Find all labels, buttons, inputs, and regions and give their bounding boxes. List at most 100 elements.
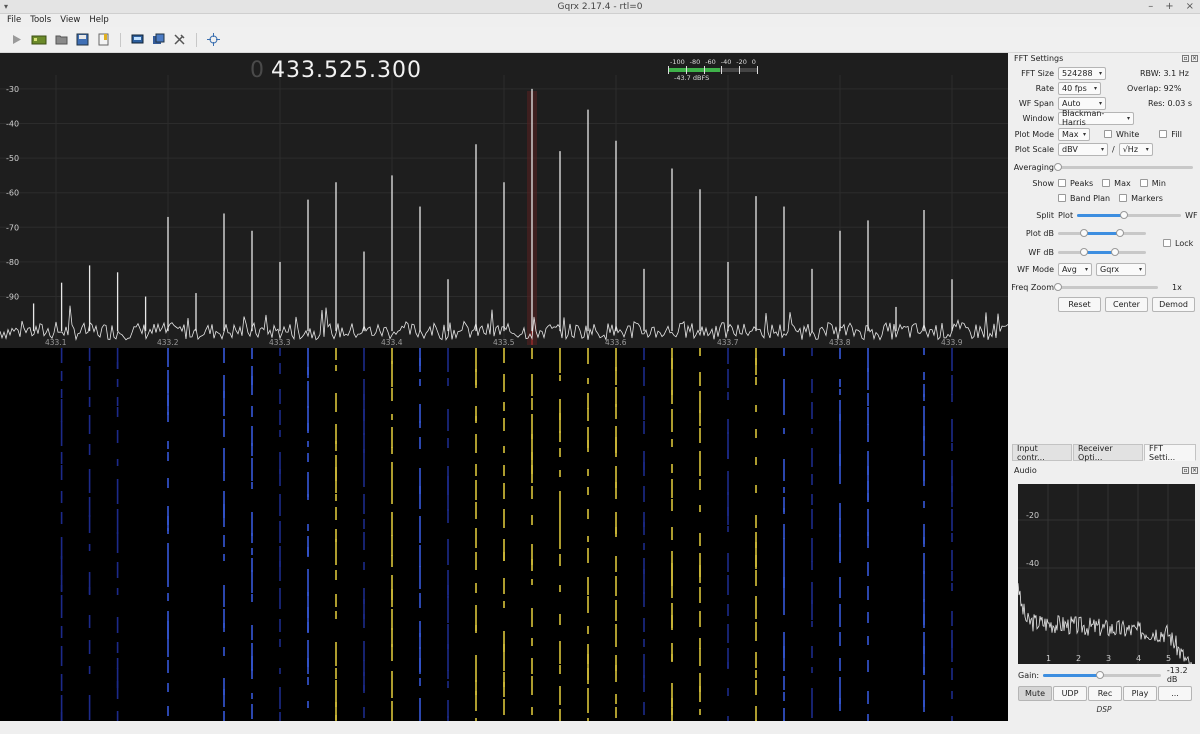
frequency-readout[interactable]: 0 433.525.300 <box>250 58 422 83</box>
gain-value: -13.2 dB <box>1166 666 1188 684</box>
bookmark-icon[interactable] <box>97 33 110 46</box>
waterfall-trace <box>559 686 561 705</box>
waterfall-trace <box>279 521 281 543</box>
dock-float-icon[interactable]: ▫ <box>1182 467 1189 474</box>
min-checkbox[interactable]: Min <box>1139 179 1166 188</box>
waterfall-trace <box>643 618 645 632</box>
waterfall-trace <box>307 348 309 375</box>
waterfall-trace <box>951 611 953 626</box>
y-tick-label: -70 <box>6 223 19 232</box>
plot-scale-select[interactable]: dBV ▾ <box>1058 142 1108 156</box>
x-tick-label: 433.3 <box>269 338 291 347</box>
menu-tools[interactable]: Tools <box>30 15 52 25</box>
waterfall-trace <box>251 482 253 489</box>
waterfall-trace <box>951 476 953 492</box>
waterfall-trace <box>307 472 309 497</box>
peaks-checkbox[interactable]: Peaks <box>1058 179 1093 188</box>
waterfall-trace <box>88 366 91 390</box>
split-slider[interactable] <box>1077 210 1182 220</box>
demod-button[interactable]: Demod <box>1152 296 1195 312</box>
waterfall-trace <box>88 587 91 594</box>
waterfall-trace <box>839 677 841 704</box>
tab-fft-settings[interactable]: FFT Setti... <box>1144 444 1196 462</box>
waterfall-trace <box>951 509 953 531</box>
waterfall-trace <box>251 693 253 699</box>
waterfall[interactable] <box>0 348 1008 721</box>
white-checkbox[interactable]: White <box>1104 130 1139 139</box>
plot-db-slider[interactable] <box>1058 228 1146 238</box>
rate-select[interactable]: 40 fps ▾ <box>1058 81 1101 95</box>
window-select[interactable]: Blackman-Harris ▾ <box>1058 109 1134 127</box>
device-icon[interactable] <box>31 33 47 46</box>
waterfall-trace <box>811 379 813 393</box>
waterfall-trace <box>60 399 63 422</box>
band-plan-checkbox[interactable]: Band Plan <box>1058 194 1110 203</box>
waterfall-trace <box>839 400 841 421</box>
waterfall-trace <box>615 665 617 671</box>
waterfall-trace <box>811 474 813 485</box>
dock-float-icon[interactable]: ▫ <box>1182 55 1189 62</box>
wf-mode-select[interactable]: Avg ▾ <box>1058 262 1092 276</box>
minimize-button[interactable]: – <box>1148 1 1154 12</box>
frequency-value[interactable]: 433.525.300 <box>271 58 422 83</box>
dock-close-icon[interactable]: × <box>1191 55 1198 62</box>
fill-checkbox[interactable]: Fill <box>1159 130 1182 139</box>
max-checkbox[interactable]: Max <box>1102 179 1131 188</box>
close-button[interactable]: × <box>1185 1 1194 12</box>
play-button[interactable]: Play <box>1123 685 1157 701</box>
lock-checkbox[interactable]: Lock <box>1163 239 1193 248</box>
plot-db-label: Plot dB <box>1025 228 1054 238</box>
menu-view[interactable]: View <box>60 15 81 25</box>
gain-slider[interactable] <box>1043 670 1161 680</box>
save-icon[interactable] <box>76 33 89 46</box>
plot-scale-unit-select[interactable]: √Hz ▾ <box>1118 142 1153 156</box>
spectrum-plot[interactable]: -30 -40 -50 -60 -70 -80 -90 433.1 433.2 433.3 433.… <box>0 53 1008 348</box>
play-icon[interactable] <box>10 33 23 46</box>
waterfall-trace <box>307 592 309 618</box>
menu-file[interactable]: File <box>7 15 22 25</box>
audio-x-tick-label: 1 <box>1046 654 1051 663</box>
more-button[interactable]: ... <box>1158 685 1192 701</box>
markers-checkbox[interactable]: Markers <box>1119 194 1163 203</box>
waterfall-trace <box>279 561 281 581</box>
window-menu-icon[interactable]: ▾ <box>4 2 9 11</box>
freq-zoom-slider[interactable] <box>1054 282 1158 292</box>
waterfall-trace <box>727 526 729 532</box>
mute-button[interactable]: Mute <box>1018 685 1052 701</box>
dx-icon[interactable] <box>152 33 165 46</box>
plot-mode-select[interactable]: Max ▾ <box>1058 127 1090 141</box>
open-icon[interactable] <box>55 33 68 46</box>
audio-y-tick-label: -20 <box>1026 511 1039 520</box>
waterfall-trace <box>615 482 617 499</box>
remote-icon[interactable] <box>131 33 144 46</box>
waterfall-trace <box>867 393 869 406</box>
tab-input-controls[interactable]: Input contr... <box>1012 444 1072 462</box>
wf-palette-select[interactable]: Gqrx ▾ <box>1096 262 1146 276</box>
waterfall-trace <box>223 504 225 527</box>
waterfall-trace <box>475 380 477 388</box>
waterfall-trace <box>447 700 449 718</box>
averaging-slider[interactable] <box>1054 162 1193 172</box>
menu-help[interactable]: Help <box>89 15 109 25</box>
waterfall-trace <box>391 685 393 698</box>
center-button[interactable]: Center <box>1105 296 1148 312</box>
waterfall-trace <box>391 462 393 482</box>
waterfall-trace <box>615 437 617 457</box>
dock-close-icon[interactable]: × <box>1191 467 1198 474</box>
tab-receiver-options[interactable]: Receiver Opti... <box>1073 444 1143 462</box>
wf-db-slider[interactable] <box>1058 247 1146 257</box>
waterfall-trace <box>335 702 337 720</box>
frequency-leading-digit[interactable]: 0 <box>250 58 265 83</box>
fft-size-select[interactable]: 524288 ▾ <box>1058 66 1106 80</box>
wf-db-label: WF dB <box>1028 247 1054 257</box>
crosshair-icon[interactable] <box>207 33 220 46</box>
udp-button[interactable]: UDP <box>1053 685 1087 701</box>
settings-icon[interactable] <box>173 33 186 46</box>
reset-button[interactable]: Reset <box>1058 296 1101 312</box>
waterfall-trace <box>755 515 757 528</box>
waterfall-trace <box>391 701 393 721</box>
wf-span-select[interactable]: Auto ▾ <box>1058 96 1106 110</box>
waterfall-trace <box>867 368 869 390</box>
maximize-button[interactable]: + <box>1165 1 1174 12</box>
rec-button[interactable]: Rec <box>1088 685 1122 701</box>
